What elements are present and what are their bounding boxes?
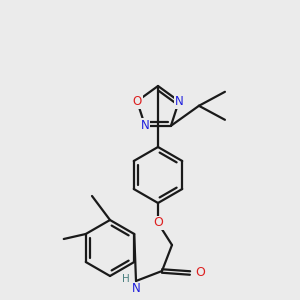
Text: O: O <box>133 95 142 108</box>
Text: N: N <box>141 119 149 132</box>
Text: O: O <box>153 217 163 230</box>
Text: H: H <box>122 274 130 284</box>
Text: N: N <box>175 95 183 108</box>
Text: O: O <box>195 266 205 280</box>
Text: N: N <box>132 283 140 296</box>
